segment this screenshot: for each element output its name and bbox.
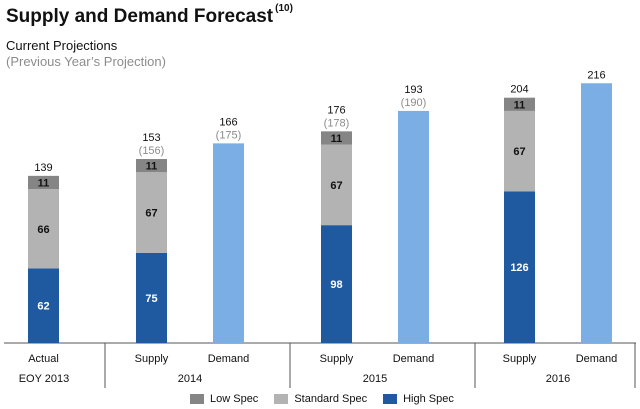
x-group-label: 2015 — [363, 373, 387, 385]
legend-swatch-standard-spec — [274, 394, 289, 404]
x-tick-label: Actual — [28, 353, 59, 365]
x-tick-label: Demand — [576, 353, 618, 365]
bar-demand — [398, 110, 429, 343]
bar-segment-low-spec — [136, 159, 167, 173]
data-label-standard-spec: 67 — [513, 146, 525, 158]
data-label-previous-projection: (178) — [324, 117, 350, 129]
bar-segment-high-spec — [28, 268, 59, 343]
x-group-label: 2016 — [546, 373, 570, 385]
x-tick-label: Demand — [208, 353, 250, 365]
data-label-total: 166 — [219, 116, 237, 128]
x-tick-label: Supply — [135, 353, 169, 365]
bar-segment-low-spec — [28, 175, 59, 190]
data-label-high-spec: 75 — [145, 293, 157, 305]
x-group-label: EOY 2013 — [19, 373, 70, 385]
data-label-standard-spec: 67 — [145, 208, 157, 220]
data-label-previous-projection: (190) — [401, 97, 427, 109]
data-label-high-spec: 126 — [510, 262, 528, 274]
data-label-previous-projection: (175) — [216, 129, 242, 141]
x-tick-label: Demand — [393, 353, 435, 365]
bar-demand — [213, 143, 244, 343]
legend-item-high-spec: High Spec — [383, 393, 454, 405]
data-label-low-spec: 11 — [514, 99, 526, 111]
title-footnote: (10) — [275, 2, 293, 14]
bar-segment-high-spec — [136, 252, 167, 343]
bar-segment-high-spec — [504, 191, 535, 343]
bar-segment-low-spec — [504, 97, 535, 111]
data-label-standard-spec: 66 — [37, 224, 49, 236]
chart-title-text: Supply and Demand Forecast — [6, 6, 274, 27]
legend-label-high-spec: High Spec — [403, 393, 454, 405]
data-label-high-spec: 62 — [37, 301, 49, 313]
legend-label-low-spec: Low Spec — [210, 393, 259, 405]
legend-swatch-low-spec — [190, 394, 204, 404]
legend-label-standard-spec: Standard Spec — [294, 393, 368, 405]
chart-canvas: 62 66 11 139 Actual EOY 2013 75 67 11 (156)153 Sup… — [4, 69, 636, 388]
chart-title: Supply and Demand Forecast (10) — [6, 2, 293, 28]
data-label-previous-projection: (156) — [139, 145, 165, 157]
chart-subtitle-previous: (Previous Year’s Projection) — [6, 54, 166, 69]
data-label-total: 204 — [510, 84, 528, 96]
bar-segment-low-spec — [321, 131, 352, 145]
data-label-total: 176 — [327, 104, 345, 116]
bar-segment-standard-spec — [321, 144, 352, 226]
data-label-total: 193 — [404, 84, 422, 96]
data-label-low-spec: 11 — [331, 133, 343, 145]
bar-segment-standard-spec — [28, 189, 59, 269]
legend-item-low-spec: Low Spec — [190, 393, 258, 405]
legend-swatch-high-spec — [383, 394, 398, 404]
bar-segment-high-spec — [321, 225, 352, 343]
data-label-total: 216 — [587, 69, 605, 81]
x-group-label: 2014 — [178, 373, 202, 385]
x-tick-label: Supply — [503, 353, 537, 365]
x-tick-label: Supply — [320, 353, 354, 365]
legend-item-standard-spec: Standard Spec — [274, 393, 367, 405]
bar-segment-standard-spec — [136, 172, 167, 253]
data-label-total: 139 — [34, 162, 52, 174]
data-label-high-spec: 98 — [330, 279, 342, 291]
bar-segment-standard-spec — [504, 110, 535, 192]
bar-demand — [581, 83, 612, 343]
data-label-low-spec: 11 — [38, 177, 50, 189]
chart-subtitle: Current Projections — [6, 38, 118, 53]
data-label-total: 153 — [142, 132, 160, 144]
data-label-low-spec: 11 — [146, 161, 158, 173]
legend: Low Spec Standard Spec High Spec — [190, 393, 454, 405]
data-label-standard-spec: 67 — [330, 180, 342, 192]
